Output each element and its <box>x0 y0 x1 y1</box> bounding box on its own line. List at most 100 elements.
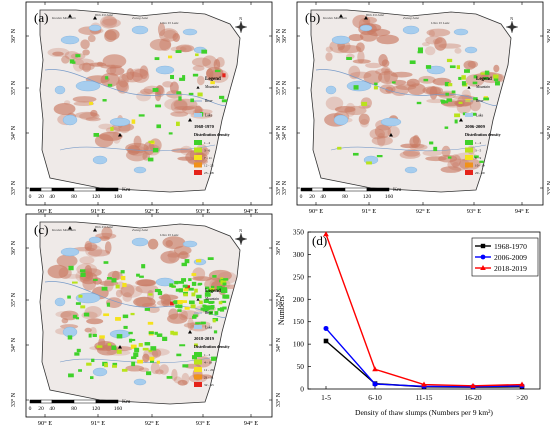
thaw-slump-cell <box>142 347 149 351</box>
mountain-relief <box>109 64 117 75</box>
thaw-slump-cell <box>149 356 155 361</box>
thaw-slump-cell <box>178 304 183 309</box>
thaw-slump-cell <box>219 95 225 99</box>
lat-label-right: 36° N <box>546 28 550 43</box>
thaw-slump-cell <box>493 77 499 82</box>
thaw-slump-cell <box>166 376 173 379</box>
mountain-relief <box>112 131 121 144</box>
thaw-slump-cell <box>137 359 143 364</box>
density-class-label: 3 - 5 <box>475 149 482 153</box>
thaw-slump-cell <box>480 72 487 75</box>
density-swatch <box>465 140 473 145</box>
mountain-relief <box>136 91 152 102</box>
place-label: Ulan Ul Lake <box>160 21 179 25</box>
thaw-slump-cell <box>458 101 463 104</box>
thaw-slump-cell <box>174 280 179 285</box>
scale-bar-segment <box>40 187 53 192</box>
thaw-slump-cell <box>464 69 470 73</box>
mountain-marker-icon <box>188 118 192 122</box>
thaw-slump-cell <box>138 343 143 347</box>
thaw-slump-cell <box>181 278 187 282</box>
scale-bar-label: 0 <box>300 194 303 200</box>
thaw-slump-cell <box>148 349 153 353</box>
thaw-slump-cell <box>168 132 173 135</box>
map-panel: Kunlun Mountain Hoh Xil Lake Zonag Lake Ula… <box>281 1 550 215</box>
mountain-relief <box>159 364 169 375</box>
legend-item: Mountain <box>204 297 219 301</box>
legend-series-name: 2006-2009 <box>494 253 527 262</box>
thaw-slump-cell <box>208 310 213 315</box>
mountain-relief <box>390 71 413 78</box>
thaw-slump-cell <box>416 101 422 105</box>
density-swatch <box>194 382 202 387</box>
mountain-relief <box>72 58 85 72</box>
mountain-relief <box>52 51 64 57</box>
basin-contents <box>44 15 236 174</box>
mountain-relief <box>140 88 154 95</box>
mountain-marker-icon <box>188 330 192 334</box>
thaw-slump-cell <box>130 338 136 342</box>
lat-label-right: 35° N <box>275 80 282 95</box>
thaw-slump-cell <box>80 272 86 277</box>
legend-title: Legend <box>205 289 221 294</box>
thaw-slump-cell <box>197 283 202 286</box>
legend-marker-square <box>480 243 486 249</box>
lon-label: 93° E <box>196 420 211 427</box>
mountain-relief <box>150 361 160 375</box>
scale-bar-unit: Km <box>122 399 131 405</box>
thaw-slump-cell <box>461 75 466 80</box>
lat-label-right: 34° N <box>275 337 282 352</box>
thaw-slump-cell <box>448 83 453 87</box>
thaw-slump-cell <box>111 364 117 368</box>
scale-bar-segment <box>73 187 97 192</box>
scale-bar-label: 40 <box>49 406 55 412</box>
thaw-slump-cell <box>115 284 120 289</box>
mountain-relief <box>358 113 370 125</box>
legend-mountain-icon <box>196 86 200 89</box>
lat-label: 33° N <box>281 180 288 195</box>
mountain-relief <box>438 154 458 163</box>
thaw-slump-cell <box>102 99 107 102</box>
data-point-triangle <box>470 382 476 388</box>
thaw-slump-cell <box>483 76 489 80</box>
thaw-slump-cell <box>188 92 194 96</box>
thaw-slump-cell <box>80 305 86 309</box>
lon-label: 91° E <box>362 208 377 215</box>
river <box>44 69 236 107</box>
thaw-slump-cell <box>188 278 192 282</box>
thaw-slump-cell <box>131 361 136 367</box>
mountain-relief <box>135 296 153 307</box>
thaw-slump-cell <box>175 304 180 308</box>
mountain-relief <box>98 123 114 130</box>
mountain-relief <box>135 279 156 287</box>
legend-item: River <box>204 311 213 315</box>
thaw-slump-cell <box>74 352 80 356</box>
mountain-relief <box>169 81 179 94</box>
thaw-slump-cell <box>147 157 154 162</box>
legend-title: Legend <box>476 77 492 82</box>
thaw-slump-cell <box>361 101 368 106</box>
scale-bar-segment <box>311 187 324 192</box>
data-point-circle <box>372 381 378 387</box>
thaw-slump-cell <box>76 348 81 353</box>
thaw-slump-cell <box>75 302 81 305</box>
place-label: Zonag Lake <box>132 16 149 20</box>
lat-label: 35° N <box>10 292 17 307</box>
lon-label: 93° E <box>467 208 482 215</box>
thaw-slump-cell <box>93 133 100 137</box>
thaw-slump-cell <box>93 278 98 281</box>
thaw-slump-cell <box>148 293 153 296</box>
thaw-slump-cell <box>220 288 225 294</box>
thaw-slump-cell <box>130 344 137 349</box>
thaw-slump-cell <box>222 282 227 286</box>
mountain-marker-icon <box>118 133 122 137</box>
lat-label: 35° N <box>281 80 288 95</box>
thaw-slump-cell <box>178 96 182 101</box>
thaw-slump-cell <box>337 146 342 150</box>
scale-bar-segment <box>40 399 53 404</box>
thaw-slump-cell <box>182 75 186 80</box>
thaw-slump-cell <box>479 160 484 163</box>
mountain-marker-icon <box>93 228 97 232</box>
basin-outline <box>310 9 512 193</box>
thaw-slump-cell <box>130 312 135 316</box>
